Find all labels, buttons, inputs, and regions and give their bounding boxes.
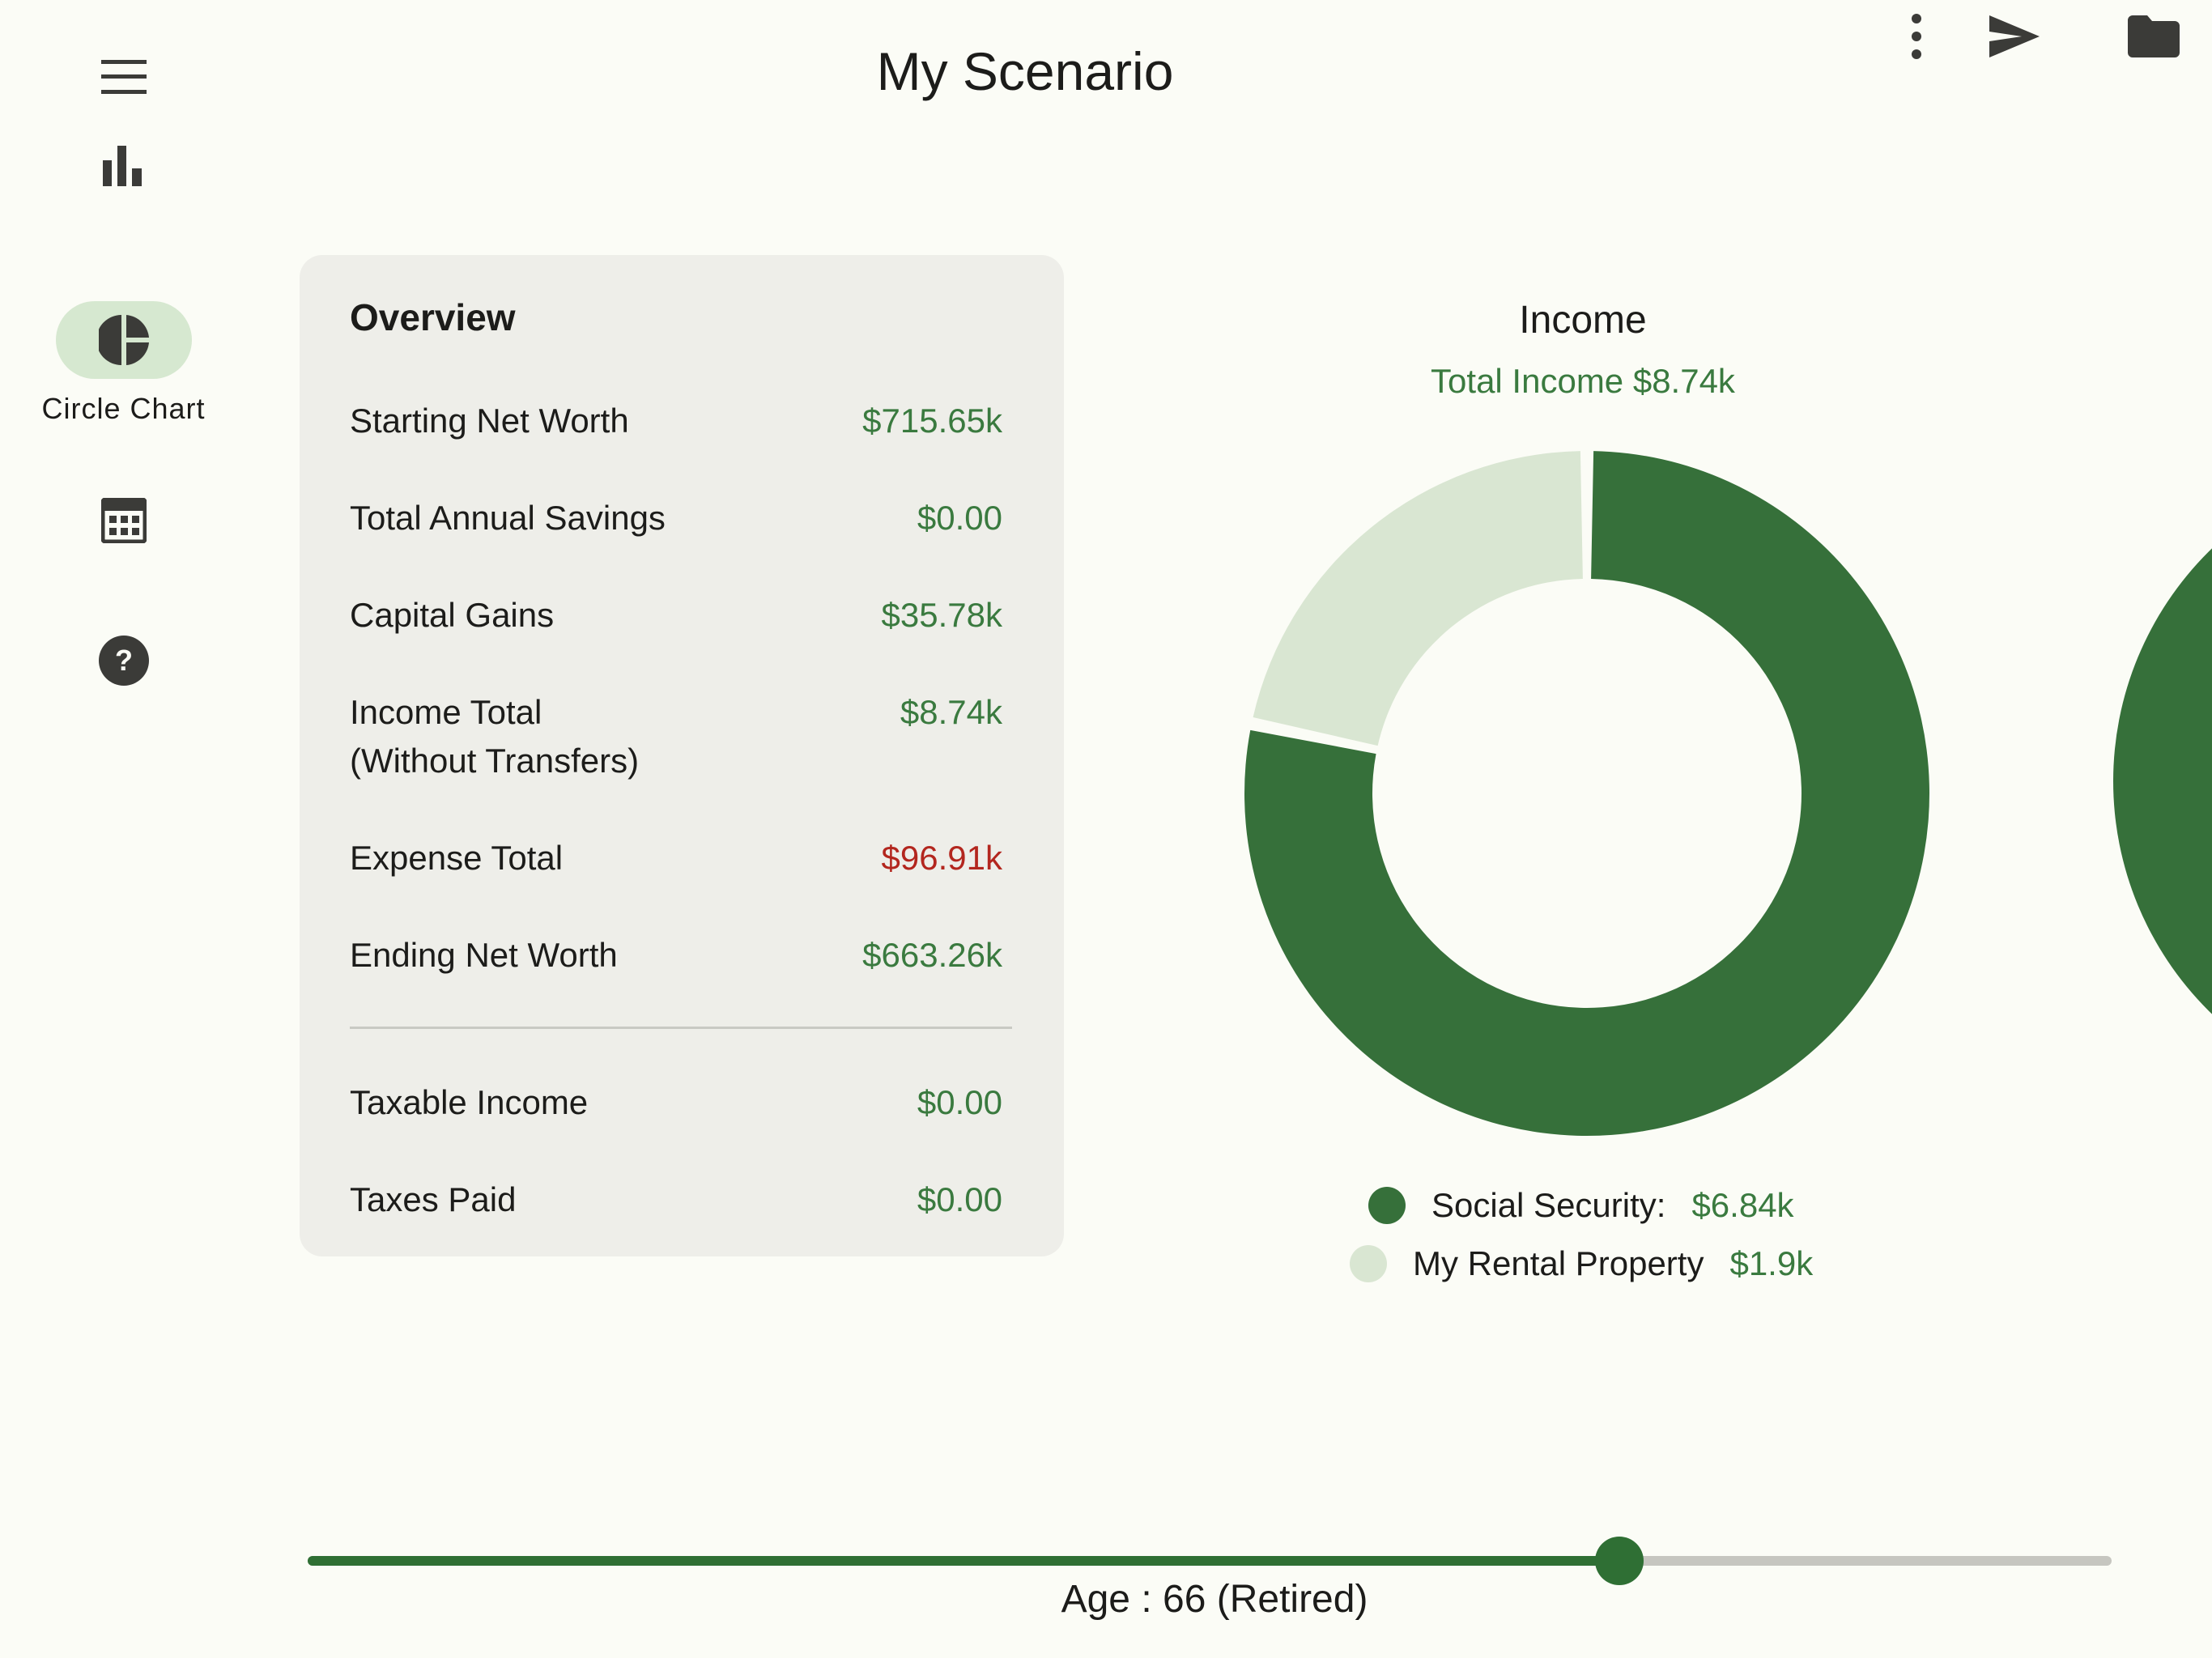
send-button[interactable] <box>1974 0 2055 73</box>
folder-button[interactable] <box>2113 0 2194 73</box>
row-value: $35.78k <box>881 596 1002 634</box>
nav-item-label: Circle Chart <box>41 392 206 425</box>
row-label: Income Total (Without Transfers) <box>350 688 639 785</box>
legend-label: Social Security: <box>1431 1186 1666 1224</box>
peek-chart-next <box>2113 548 2212 1014</box>
send-icon <box>1989 15 2040 57</box>
chart-title: Income <box>1519 299 1647 342</box>
folder-icon <box>2128 15 2180 57</box>
row-value: $715.65k <box>862 402 1002 440</box>
slider-thumb[interactable] <box>1594 1537 1644 1585</box>
row-capital-gains: Capital Gains $35.78k <box>350 591 1002 640</box>
legend-value: $1.9k <box>1729 1244 1814 1282</box>
nav-active-indicator <box>55 301 192 379</box>
row-value: $8.74k <box>900 693 1002 731</box>
bar-chart-icon <box>102 146 142 186</box>
legend-swatch <box>1368 1187 1406 1224</box>
help-icon: ? <box>98 636 149 686</box>
row-starting-net-worth: Starting Net Worth $715.65k <box>350 397 1002 445</box>
slider-track-active <box>308 1556 1619 1566</box>
more-options-button[interactable] <box>1876 0 1957 73</box>
legend-swatch <box>1350 1245 1387 1282</box>
nav-calculator[interactable] <box>57 498 190 543</box>
row-total-annual-savings: Total Annual Savings $0.00 <box>350 494 1002 542</box>
row-value: $0.00 <box>917 1083 1002 1121</box>
nav-help[interactable]: ? <box>57 636 190 686</box>
row-label: Ending Net Worth <box>350 936 618 974</box>
divider <box>350 1027 1012 1029</box>
row-label-line2: (Without Transfers) <box>350 742 640 780</box>
menu-button[interactable] <box>91 49 156 105</box>
age-label: Age : 66 (Retired) <box>1061 1578 1368 1621</box>
legend-value: $6.84k <box>1691 1186 1794 1224</box>
row-label: Total Annual Savings <box>350 499 666 537</box>
row-value: $0.00 <box>917 1180 1002 1218</box>
row-label: Capital Gains <box>350 596 555 634</box>
row-income-total: Income Total (Without Transfers) $8.74k <box>350 688 1002 785</box>
legend-item: My Rental Property $1.9k <box>1350 1244 1813 1283</box>
row-expense-total: Expense Total $96.91k <box>350 834 1002 882</box>
nav-bar-chart[interactable] <box>57 146 190 186</box>
pie-chart-icon <box>98 315 149 365</box>
menu-icon <box>101 60 147 94</box>
row-value-negative: $96.91k <box>881 839 1002 877</box>
row-label: Starting Net Worth <box>350 402 629 440</box>
legend-label: My Rental Property <box>1413 1244 1704 1282</box>
row-value: $0.00 <box>917 499 1002 537</box>
row-taxable-income: Taxable Income $0.00 <box>350 1078 1002 1127</box>
row-label: Expense Total <box>350 839 564 877</box>
row-ending-net-worth: Ending Net Worth $663.26k <box>350 931 1002 980</box>
donut-slice-social-security[interactable] <box>1244 451 1929 1136</box>
legend-item: Social Security: $6.84k <box>1368 1186 1794 1225</box>
overview-card: Overview Starting Net Worth $715.65k Tot… <box>300 255 1064 1256</box>
donut-slice-my-rental-property[interactable] <box>1253 451 1583 746</box>
row-taxes-paid: Taxes Paid $0.00 <box>350 1175 1002 1224</box>
row-value: $663.26k <box>862 936 1002 974</box>
nav-circle-chart[interactable]: Circle Chart <box>41 301 205 426</box>
row-label-line1: Income Total <box>350 693 542 731</box>
age-slider[interactable] <box>308 1537 2112 1585</box>
overview-title: Overview <box>350 296 516 338</box>
svg-text:?: ? <box>115 644 133 677</box>
row-label: Taxable Income <box>350 1083 589 1121</box>
row-label: Taxes Paid <box>350 1180 517 1218</box>
calculator-icon <box>100 498 147 543</box>
page-title: My Scenario <box>876 41 1174 101</box>
chart-subtitle: Total Income $8.74k <box>1431 362 1735 400</box>
more-vert-icon <box>1912 14 1921 59</box>
